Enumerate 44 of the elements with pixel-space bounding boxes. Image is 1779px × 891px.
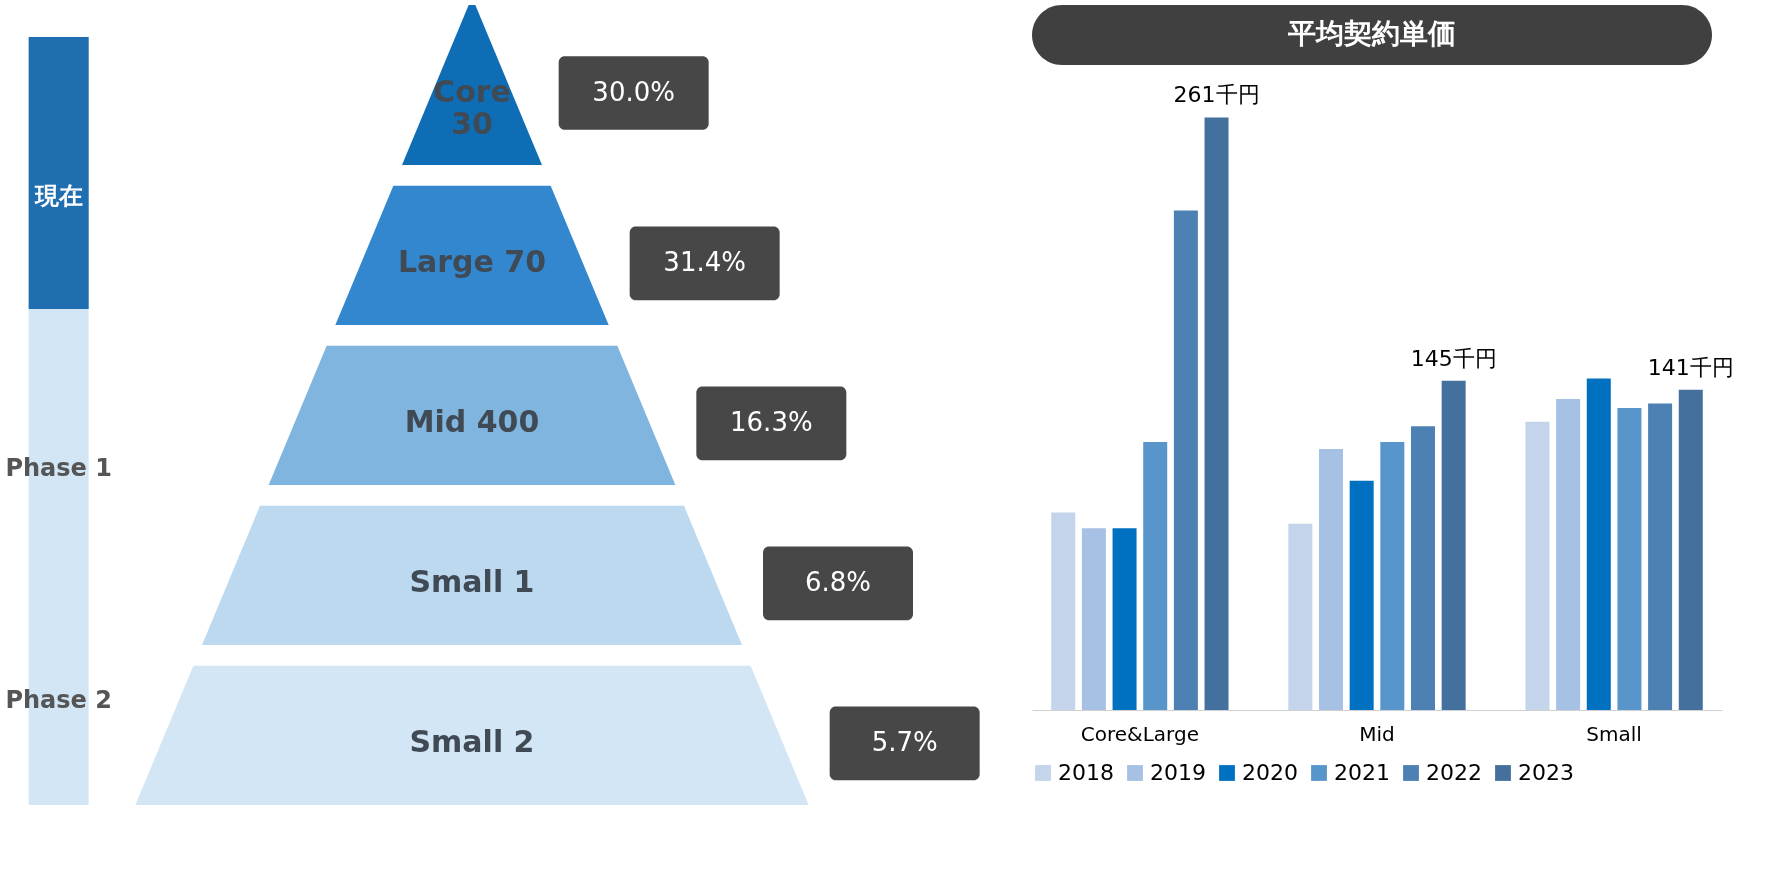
x-tick-label: Core&Large <box>1080 721 1199 746</box>
category-label: Large 70 <box>397 244 547 280</box>
category-label: Small 1 <box>409 564 535 600</box>
x-tick-label: Small <box>1586 721 1642 746</box>
data-label: 145千円 <box>1410 345 1497 371</box>
category-label: Small 2 <box>409 724 535 760</box>
bar <box>1441 380 1466 710</box>
bar <box>1380 442 1405 710</box>
category-label: Core 30 <box>433 74 511 141</box>
text: Phase 2 <box>5 686 112 714</box>
text: 31.4% <box>663 247 746 278</box>
category-label: Mid 400 <box>404 404 540 440</box>
text: 6.8% <box>804 567 872 598</box>
legend-label: 2020 <box>1242 760 1298 785</box>
text: Phase 1 <box>5 454 112 482</box>
bar <box>1617 408 1642 710</box>
text: 5.7% <box>871 727 938 758</box>
bar <box>1143 442 1168 710</box>
bar <box>1204 117 1229 710</box>
bar <box>1112 528 1137 710</box>
chart-title: 平均契約単価 <box>1287 17 1456 50</box>
data-label: 261千円 <box>1173 82 1260 108</box>
data-label: 141千円 <box>1647 354 1734 380</box>
text: 現在 <box>33 182 83 210</box>
legend-label: 2019 <box>1150 760 1206 785</box>
bar <box>1525 421 1550 710</box>
bar <box>1586 378 1611 710</box>
bar <box>1173 210 1198 710</box>
bar <box>1288 523 1313 710</box>
text: 16.3% <box>730 407 813 438</box>
legend-label: 2023 <box>1518 760 1574 785</box>
bar <box>1410 426 1435 710</box>
bar <box>1319 448 1344 710</box>
legend-label: 2021 <box>1334 760 1390 785</box>
bar <box>1678 389 1703 710</box>
legend-label: 2018 <box>1058 760 1114 785</box>
bar <box>1081 528 1106 710</box>
legend-label: 2022 <box>1426 760 1482 785</box>
x-tick-label: Mid <box>1359 721 1395 746</box>
bar <box>1556 398 1581 710</box>
bar <box>1051 512 1076 710</box>
bar <box>1349 480 1374 710</box>
bar <box>1648 403 1673 710</box>
text: 30.0% <box>592 77 675 107</box>
